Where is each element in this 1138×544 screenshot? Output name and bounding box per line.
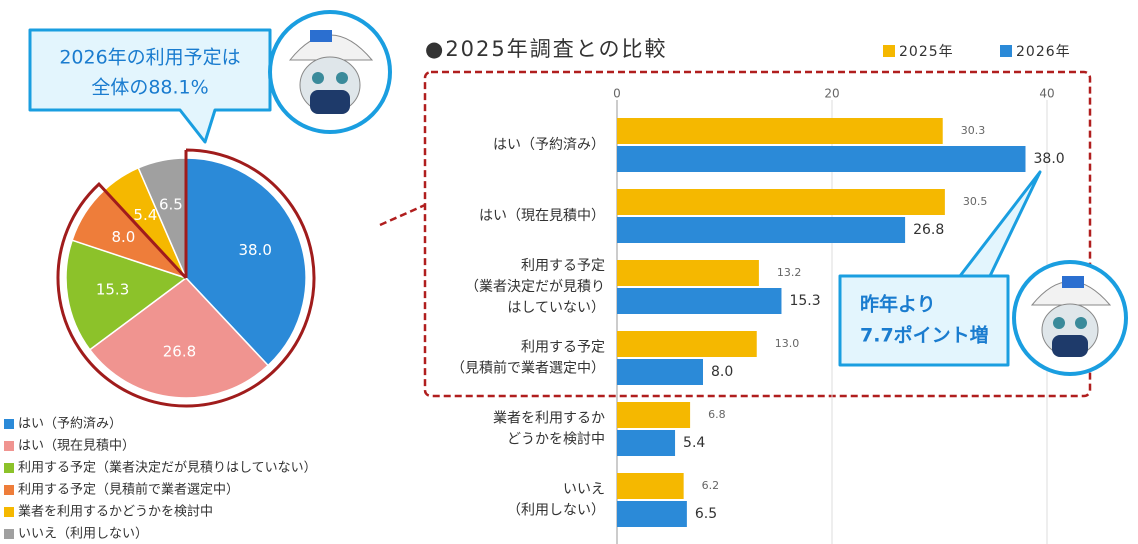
value-label: 13.2 bbox=[777, 266, 802, 279]
callout-text: 全体の88.1% bbox=[91, 77, 208, 99]
legend-label: いいえ（利用しない） bbox=[18, 527, 148, 542]
y-tick-label: （業者決定だが見積り bbox=[465, 279, 605, 295]
pie-value-label: 5.4 bbox=[133, 206, 157, 224]
value-label: 6.2 bbox=[702, 479, 720, 492]
legend-swatch bbox=[4, 441, 14, 451]
bar bbox=[617, 473, 684, 499]
bar bbox=[617, 359, 703, 385]
bar bbox=[617, 189, 945, 215]
pie-slice bbox=[185, 157, 307, 367]
bar bbox=[617, 260, 759, 286]
highlight-connector bbox=[379, 203, 426, 227]
mascot bbox=[268, 10, 392, 134]
x-tick-label: 40 bbox=[1039, 87, 1054, 101]
pie-slice bbox=[65, 239, 188, 351]
legend-swatch bbox=[4, 485, 14, 495]
y-tick-label: （利用しない） bbox=[507, 503, 605, 519]
pie-value-label: 38.0 bbox=[238, 241, 271, 259]
bar bbox=[617, 217, 906, 243]
value-label: 6.8 bbox=[708, 408, 726, 421]
legend-swatch bbox=[4, 419, 14, 429]
pie-value-label: 26.8 bbox=[163, 343, 196, 361]
legend-swatch bbox=[4, 507, 14, 517]
value-label: 30.3 bbox=[961, 124, 986, 137]
y-tick-label: 利用する予定 bbox=[521, 258, 605, 274]
value-label: 15.3 bbox=[789, 293, 820, 309]
legend-label: はい（現在見積中） bbox=[18, 439, 135, 454]
callout-fill bbox=[842, 278, 1006, 363]
bar bbox=[617, 288, 782, 314]
pie-value-label: 6.5 bbox=[159, 196, 183, 214]
value-label: 8.0 bbox=[711, 364, 733, 380]
y-tick-label: （見積前で業者選定中） bbox=[451, 360, 605, 377]
highlight-frame bbox=[423, 70, 1092, 398]
legend-label: 利用する予定（業者決定だが見積りはしていない） bbox=[18, 460, 317, 476]
bar bbox=[617, 331, 757, 357]
bar bbox=[617, 118, 943, 144]
legend-label: 業者を利用するかどうかを検討中 bbox=[18, 504, 213, 520]
value-label: 30.5 bbox=[963, 195, 988, 208]
y-tick-label: はしていない） bbox=[507, 300, 605, 316]
pie-value-label: 8.0 bbox=[112, 228, 136, 246]
pie-slice bbox=[88, 276, 270, 399]
legend-swatch bbox=[883, 45, 895, 57]
bar bbox=[617, 146, 1026, 172]
bar bbox=[617, 430, 676, 456]
y-tick-label: いいえ bbox=[563, 482, 605, 498]
y-tick-label: はい（現在見積中） bbox=[479, 208, 605, 224]
legend-swatch bbox=[4, 463, 14, 473]
y-tick-label: 業者を利用するか bbox=[493, 411, 605, 427]
legend-swatch bbox=[1000, 45, 1012, 57]
legend-label: 2025年 bbox=[899, 44, 954, 60]
value-label: 38.0 bbox=[1034, 151, 1065, 167]
x-tick-label: 0 bbox=[613, 87, 621, 101]
value-label: 6.5 bbox=[695, 506, 717, 522]
legend-label: 利用する予定（見積前で業者選定中） bbox=[18, 482, 239, 498]
callout-text: 7.7ポイント増 bbox=[860, 324, 989, 347]
bar bbox=[617, 402, 691, 428]
value-label: 5.4 bbox=[683, 435, 705, 451]
plot-layer: 38.026.815.38.05.46.5はい（予約済み）はい（現在見積中）利用… bbox=[4, 37, 1071, 544]
legend-label: 2026年 bbox=[1016, 44, 1071, 60]
y-tick-label: どうかを検討中 bbox=[507, 432, 605, 448]
y-tick-label: 利用する予定 bbox=[521, 340, 605, 356]
callout-text: 2026年の利用予定は bbox=[59, 47, 240, 69]
highlight-outline bbox=[56, 148, 316, 408]
mascot bbox=[1012, 260, 1128, 376]
legend-label: はい（予約済み） bbox=[18, 416, 122, 432]
y-tick-label: はい（予約済み） bbox=[493, 137, 605, 153]
value-label: 26.8 bbox=[913, 222, 944, 238]
callout-box bbox=[28, 28, 272, 144]
bar bbox=[617, 501, 687, 527]
pie-value-label: 15.3 bbox=[96, 280, 129, 298]
chart-title: ●2025年調査との比較 bbox=[425, 37, 668, 61]
value-label: 13.0 bbox=[775, 337, 800, 350]
callout-text: 昨年より bbox=[860, 293, 936, 316]
x-tick-label: 20 bbox=[824, 87, 839, 101]
legend-swatch bbox=[4, 529, 14, 539]
